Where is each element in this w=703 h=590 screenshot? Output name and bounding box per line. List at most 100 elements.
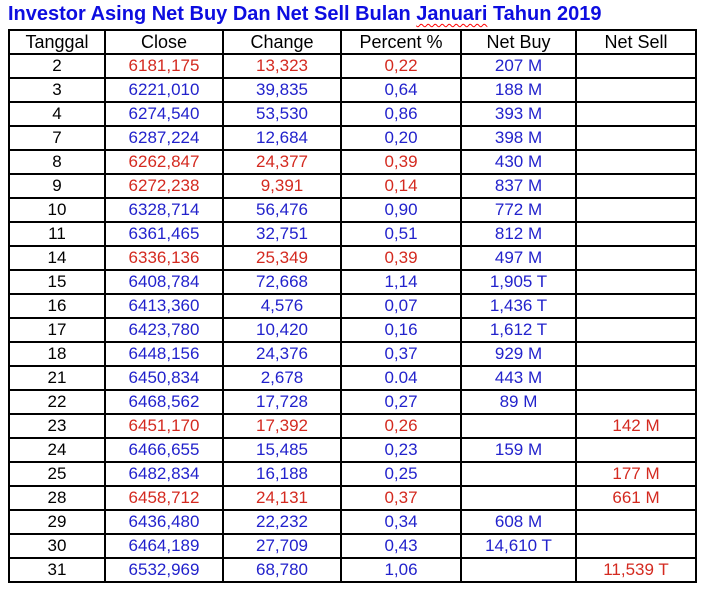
- table-row: 16 6413,360 4,576 0,07 1,436 T: [8, 293, 697, 319]
- cell-tanggal: 15: [8, 269, 106, 295]
- cell-close: 6336,136: [104, 245, 224, 271]
- cell-change: 22,232: [222, 509, 342, 535]
- cell-close: 6413,360: [104, 293, 224, 319]
- table-row: 14 6336,136 25,349 0,39 497 M: [8, 245, 697, 271]
- cell-tanggal: 17: [8, 317, 106, 343]
- cell-net-buy: [460, 557, 577, 583]
- cell-net-sell: 142 M: [575, 413, 697, 439]
- cell-net-buy: [460, 413, 577, 439]
- cell-net-buy: 1,436 T: [460, 293, 577, 319]
- cell-net-buy: 929 M: [460, 341, 577, 367]
- cell-tanggal: 10: [8, 197, 106, 223]
- cell-net-buy: 188 M: [460, 77, 577, 103]
- cell-net-sell: [575, 437, 697, 463]
- cell-net-sell: [575, 533, 697, 559]
- table-body: 2 6181,175 13,323 0,22 207 M 3 6221,010 39,835 0…: [8, 53, 697, 583]
- table-row: 25 6482,834 16,188 0,25 177 M: [8, 461, 697, 487]
- cell-percent: 0,22: [340, 53, 462, 79]
- cell-percent: 0,39: [340, 245, 462, 271]
- cell-net-sell: [575, 77, 697, 103]
- cell-percent: 0,07: [340, 293, 462, 319]
- cell-tanggal: 29: [8, 509, 106, 535]
- cell-change: 16,188: [222, 461, 342, 487]
- cell-close: 6451,170: [104, 413, 224, 439]
- cell-net-buy: 1,905 T: [460, 269, 577, 295]
- cell-close: 6262,847: [104, 149, 224, 175]
- cell-net-buy: 497 M: [460, 245, 577, 271]
- table-row: 10 6328,714 56,476 0,90 772 M: [8, 197, 697, 223]
- cell-tanggal: 7: [8, 125, 106, 151]
- cell-net-buy: 398 M: [460, 125, 577, 151]
- table-header-row: Tanggal Close Change Percent % Net Buy N…: [8, 29, 697, 55]
- cell-change: 24,377: [222, 149, 342, 175]
- table-row: 3 6221,010 39,835 0,64 188 M: [8, 77, 697, 103]
- cell-close: 6181,175: [104, 53, 224, 79]
- cell-change: 25,349: [222, 245, 342, 271]
- col-header-close: Close: [104, 29, 224, 55]
- cell-percent: 0,20: [340, 125, 462, 151]
- cell-change: 12,684: [222, 125, 342, 151]
- cell-change: 4,576: [222, 293, 342, 319]
- cell-tanggal: 16: [8, 293, 106, 319]
- cell-close: 6448,156: [104, 341, 224, 367]
- cell-net-sell: [575, 173, 697, 199]
- cell-change: 17,392: [222, 413, 342, 439]
- cell-percent: 0,37: [340, 341, 462, 367]
- cell-net-sell: [575, 509, 697, 535]
- col-header-tanggal: Tanggal: [8, 29, 106, 55]
- cell-net-buy: 393 M: [460, 101, 577, 127]
- col-header-net-buy: Net Buy: [460, 29, 577, 55]
- cell-close: 6328,714: [104, 197, 224, 223]
- title-misspelled-word: Januari: [416, 3, 488, 25]
- cell-net-buy: [460, 461, 577, 487]
- cell-change: 68,780: [222, 557, 342, 583]
- cell-percent: 0,23: [340, 437, 462, 463]
- cell-net-buy: 430 M: [460, 149, 577, 175]
- cell-change: 15,485: [222, 437, 342, 463]
- cell-percent: 0,51: [340, 221, 462, 247]
- col-header-net-sell: Net Sell: [575, 29, 697, 55]
- cell-tanggal: 14: [8, 245, 106, 271]
- table-row: 4 6274,540 53,530 0,86 393 M: [8, 101, 697, 127]
- cell-net-buy: 1,612 T: [460, 317, 577, 343]
- cell-net-sell: 661 M: [575, 485, 697, 511]
- cell-net-sell: [575, 341, 697, 367]
- col-header-change: Change: [222, 29, 342, 55]
- cell-net-buy: 608 M: [460, 509, 577, 535]
- cell-change: 2,678: [222, 365, 342, 391]
- cell-percent: 0,26: [340, 413, 462, 439]
- table-row: 21 6450,834 2,678 0.04 443 M: [8, 365, 697, 391]
- cell-tanggal: 21: [8, 365, 106, 391]
- cell-close: 6436,480: [104, 509, 224, 535]
- cell-percent: 0,16: [340, 317, 462, 343]
- cell-change: 17,728: [222, 389, 342, 415]
- cell-close: 6532,969: [104, 557, 224, 583]
- cell-net-sell: [575, 125, 697, 151]
- cell-close: 6468,562: [104, 389, 224, 415]
- cell-tanggal: 11: [8, 221, 106, 247]
- cell-percent: 0,86: [340, 101, 462, 127]
- cell-net-sell: [575, 149, 697, 175]
- table-row: 15 6408,784 72,668 1,14 1,905 T: [8, 269, 697, 295]
- cell-tanggal: 31: [8, 557, 106, 583]
- cell-net-sell: [575, 293, 697, 319]
- cell-net-buy: 207 M: [460, 53, 577, 79]
- cell-close: 6287,224: [104, 125, 224, 151]
- cell-percent: 0,90: [340, 197, 462, 223]
- cell-change: 10,420: [222, 317, 342, 343]
- cell-tanggal: 9: [8, 173, 106, 199]
- cell-net-sell: [575, 389, 697, 415]
- table-row: 17 6423,780 10,420 0,16 1,612 T: [8, 317, 697, 343]
- cell-tanggal: 24: [8, 437, 106, 463]
- cell-change: 56,476: [222, 197, 342, 223]
- cell-net-sell: [575, 53, 697, 79]
- cell-percent: 0,25: [340, 461, 462, 487]
- cell-net-buy: 837 M: [460, 173, 577, 199]
- cell-close: 6274,540: [104, 101, 224, 127]
- cell-percent: 1,14: [340, 269, 462, 295]
- cell-close: 6361,465: [104, 221, 224, 247]
- cell-percent: 0.04: [340, 365, 462, 391]
- cell-net-sell: [575, 269, 697, 295]
- cell-close: 6221,010: [104, 77, 224, 103]
- cell-percent: 0,64: [340, 77, 462, 103]
